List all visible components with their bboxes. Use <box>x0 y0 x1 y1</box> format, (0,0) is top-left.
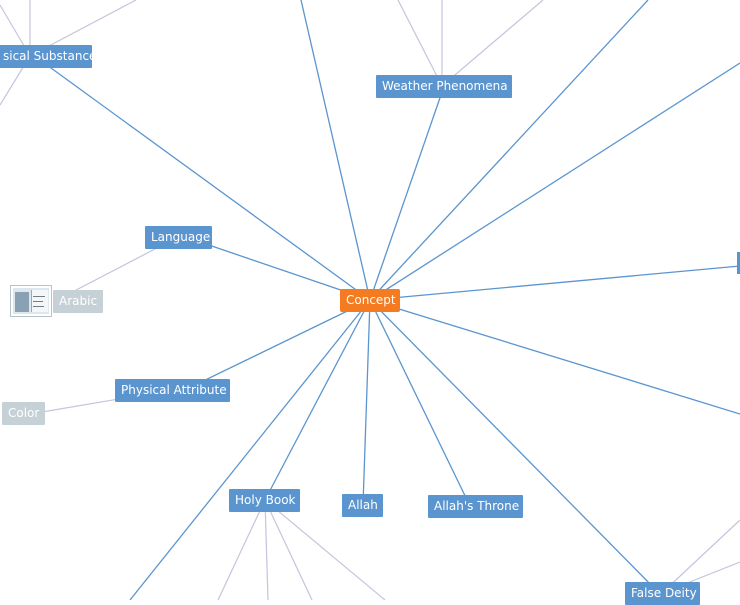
edge-concept-throne <box>369 299 471 507</box>
edge-concept-offscreen-right <box>369 265 740 301</box>
edge-holybook-child-3 <box>264 499 313 600</box>
node-weather-phenomena[interactable]: Weather Phenomena <box>376 75 512 98</box>
edge-concept-offscreen-bottomleft <box>129 299 371 600</box>
node-holy-book[interactable]: Holy Book <box>229 489 300 512</box>
edge-concept-offscreen-lowerright <box>369 299 740 415</box>
edge-holybook-child-4 <box>264 499 386 600</box>
edge-concept-weather <box>369 91 443 301</box>
edge-holybook-child-2 <box>264 499 269 600</box>
node-false-deity[interactable]: False Deity <box>625 582 700 605</box>
offscreen-node-right-edge[interactable] <box>737 252 740 274</box>
node-concept[interactable]: Concept <box>340 289 400 312</box>
node-physical-substance[interactable]: sical Substance <box>0 45 96 68</box>
edge-concept-falsedeity <box>369 299 656 590</box>
primary-edges <box>39 0 740 600</box>
arabic-thumbnail-icon[interactable] <box>10 285 52 317</box>
node-arabic[interactable]: Arabic <box>53 290 103 313</box>
edge-falsedeity-child-1 <box>661 519 740 594</box>
node-allahs-throne[interactable]: Allah's Throne <box>428 495 523 518</box>
node-color[interactable]: Color <box>2 402 45 425</box>
node-physical-attribute[interactable]: Physical Attribute <box>115 379 230 402</box>
document-photo-icon <box>13 288 49 314</box>
edge-concept-offscreen-topright-1 <box>369 0 649 301</box>
edge-holybook-child-1 <box>217 499 266 600</box>
edge-concept-offscreen-top <box>300 0 371 301</box>
edge-concept-holybook <box>264 299 371 501</box>
edge-concept-offscreen-topright-2 <box>369 62 740 301</box>
node-allah[interactable]: Allah <box>342 494 383 517</box>
node-language[interactable]: Language <box>145 226 212 249</box>
edge-concept-attribute <box>194 299 371 386</box>
edge-weather-child-3 <box>441 0 544 87</box>
edge-concept-substance <box>39 59 371 301</box>
edge-concept-allah <box>362 299 371 506</box>
edge-weather-child-1 <box>397 0 443 87</box>
